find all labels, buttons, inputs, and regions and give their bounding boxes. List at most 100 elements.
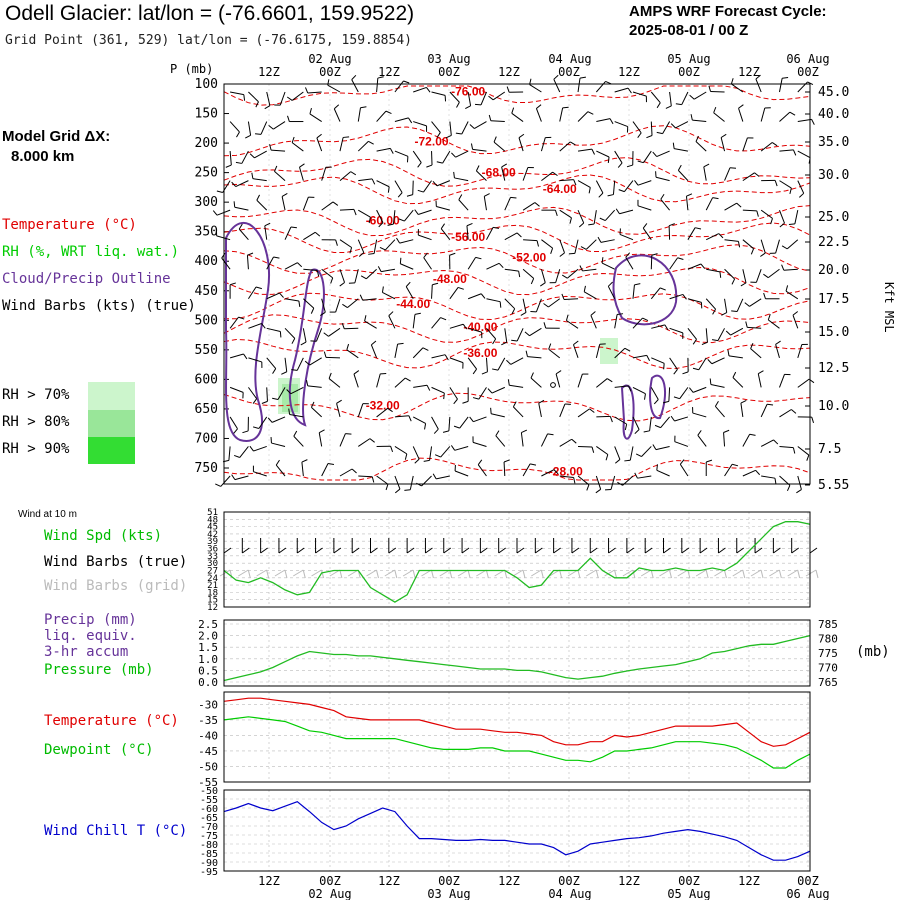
wind-barb [577,209,585,228]
wind-barb-flag [725,330,731,336]
wind-barb-flag [570,141,576,146]
wind-barb [788,210,799,225]
wind-barb [724,167,737,181]
wind-barb-flag [553,74,559,80]
wind-barb [549,269,561,284]
wind-barb [738,104,744,122]
wind-barb [744,298,762,307]
wind-barb-flag [675,103,682,106]
model-grid-value: 8.000 km [11,148,75,165]
p-tick-label: 150 [195,107,218,122]
precip-y-tick: 0.5 [198,664,218,677]
wind-barb-flag [405,281,411,287]
wind-barb [229,416,238,434]
wind-barb [301,459,308,477]
wind-barb [625,252,634,270]
wind-barb [619,228,634,241]
wind-barb-staff [364,320,377,329]
wind-barb-staff [730,327,744,336]
wind-barb [614,416,628,431]
wind-barb-flag [343,136,350,138]
wind-barb-flag [736,202,742,208]
wind-barb [565,314,579,329]
wind-barb-flag [713,106,717,113]
wind-barb [266,327,282,338]
wind-barb [252,416,268,430]
wind-barb-flag [388,311,394,317]
wind-barb-staff [394,377,406,388]
wind-barb [578,445,595,453]
legend-precip-liq: liq. equiv. [44,628,137,644]
wind-barb [785,285,799,300]
wind-barb [412,347,429,359]
wind-barb [272,387,286,400]
temperature-contour [223,157,811,187]
wind-barb [763,268,780,279]
wind-barb [559,106,569,122]
wind-barb [212,209,231,216]
sfc-barb-grid-flag [705,569,709,579]
wind-barb [376,147,394,154]
wind-barb [725,327,744,336]
wind-barb-staff [296,357,304,371]
rh-level-90: RH > 90% [2,441,70,457]
wind-barb-flag [690,114,693,121]
wind-barb-flag [346,343,350,350]
sfc-barb-grid-flag [778,569,782,579]
wind-barb-flag [609,118,614,125]
wind-barb-staff [755,269,762,283]
wind-barb [714,400,725,418]
wind-barb-flag [495,430,500,437]
wind-barb [626,151,634,168]
wind-barb-flag [807,81,814,86]
wind-barb-staff [651,357,665,364]
wind-barb [541,469,559,477]
wind-barb [351,74,359,93]
wind-barb [481,357,488,375]
wind-barb-flag [642,317,649,322]
wind-barb-staff [266,91,271,106]
wind-barb-staff [755,78,762,93]
legend-precip-accum: 3-hr accum [44,644,129,660]
wind-barb-flag [414,312,421,315]
wind-barb-staff [394,415,409,418]
wind-barb-staff [530,377,542,388]
wind-barb-staff [650,387,659,400]
wind-barb-flag [536,104,542,109]
wind-barb [230,91,246,101]
wind-barb-flag [492,338,497,345]
rh-swatch-70 [88,382,135,410]
wind-barb [450,445,469,451]
sfc-barb-true-flag [718,547,726,554]
wind-barb-flag [732,371,737,378]
wind-barb-staff [229,416,238,430]
wind-barb-flag [506,359,512,365]
wind-barb [540,433,554,447]
wind-barb-flag [360,106,367,109]
wind-barb-flag [444,354,449,361]
wind-barb [376,110,392,122]
wind-barb [376,180,390,193]
wind-barb-flag [443,393,445,400]
wind-barb [580,239,597,250]
wind-barb-staff [486,262,500,270]
wind-barb [255,121,268,135]
wind-barb [414,209,432,215]
wind-barb-flag [252,398,258,404]
wind-barb-staff [783,268,798,271]
wind-barb-flag [637,160,644,164]
wind-barb-flag [586,484,590,491]
sfc-barb-grid-flag [449,569,453,579]
wind-barb-staff [303,231,316,241]
wind-barb-staff [669,257,679,270]
p-tick-label: 600 [195,372,218,387]
wind-barb [412,312,421,329]
wind-barb-flag [525,350,528,357]
wind-barb-flag [543,322,547,329]
wind-barb [412,446,420,464]
wind-barb-staff [643,150,652,163]
wind-barb-flag [368,140,374,145]
wind-barb [229,316,245,329]
wind-barb-flag [458,194,463,200]
wind-barb-staff [266,292,280,300]
